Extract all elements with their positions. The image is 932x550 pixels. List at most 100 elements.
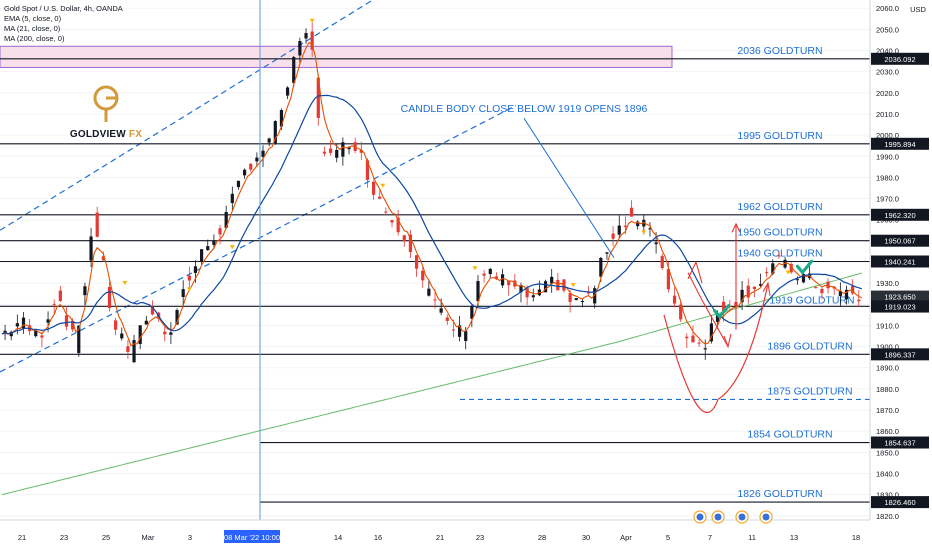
y-tick-label: 1840.0 bbox=[876, 469, 899, 478]
candle-body bbox=[347, 147, 351, 150]
level-label: 1896 GOLDTURN bbox=[767, 340, 852, 352]
candle-body bbox=[857, 299, 861, 302]
candle-body bbox=[206, 246, 210, 251]
y-tick-label: 2000.0 bbox=[876, 131, 899, 140]
candle-body bbox=[144, 320, 148, 325]
candle-body bbox=[384, 211, 388, 213]
candle-body bbox=[543, 281, 548, 293]
candles bbox=[3, 22, 861, 364]
candle-body bbox=[488, 268, 492, 275]
axis-background bbox=[870, 0, 932, 550]
signal-triangle-icon bbox=[472, 266, 478, 271]
candle-body bbox=[476, 281, 480, 301]
price-tag bbox=[871, 137, 929, 150]
candle-body bbox=[445, 317, 449, 321]
x-tick-label: 18 bbox=[852, 533, 860, 542]
candle-body bbox=[34, 330, 38, 337]
y-tick-label: 2020.0 bbox=[876, 89, 899, 98]
candle-body bbox=[390, 220, 394, 223]
candle-body bbox=[525, 287, 529, 298]
signal-triangle-icon bbox=[309, 18, 315, 23]
signal-triangle-icon bbox=[229, 245, 235, 250]
level-label: 1962 GOLDTURN bbox=[737, 201, 822, 213]
candle-body bbox=[550, 276, 554, 284]
axis-currency: USD bbox=[910, 5, 926, 14]
candle-body bbox=[851, 285, 855, 294]
y-tick-label: 2030.0 bbox=[876, 68, 899, 77]
time-axis: 21 23 25 Mar 3 08 Mar '22 10:00 14 16 21 23 28 30 Ap… bbox=[0, 519, 870, 543]
candle-body bbox=[844, 289, 849, 300]
y-tick-label: 1980.0 bbox=[876, 173, 899, 182]
annotation-pointer bbox=[523, 117, 615, 259]
candle-body bbox=[771, 263, 775, 274]
candle-body bbox=[9, 331, 13, 337]
candle-body bbox=[138, 325, 142, 344]
candle-body bbox=[746, 285, 750, 298]
price-tag bbox=[871, 52, 929, 65]
ema5-path bbox=[1, 41, 863, 347]
candle-body bbox=[605, 252, 609, 254]
candle-body bbox=[163, 331, 167, 335]
price-tag bbox=[871, 300, 929, 313]
candle-body bbox=[457, 325, 462, 337]
candle-body bbox=[421, 270, 425, 281]
y-tick-label: 2060.0 bbox=[876, 4, 899, 13]
y-tick-label: 1880.0 bbox=[876, 385, 899, 394]
candle-body bbox=[691, 335, 695, 343]
candle-body bbox=[371, 181, 376, 195]
candle-body bbox=[64, 315, 69, 327]
x-tick-label: 21 bbox=[18, 533, 26, 542]
goldview-logo: GOLDVIEW FX bbox=[64, 84, 148, 140]
candle-body bbox=[451, 329, 456, 331]
y-tick-label: 2040.0 bbox=[876, 47, 899, 56]
x-tick-label: 14 bbox=[334, 533, 342, 542]
candle-body bbox=[255, 157, 259, 162]
candle-body bbox=[187, 275, 191, 281]
y-tick-label: 2050.0 bbox=[876, 25, 899, 34]
candle-body bbox=[279, 109, 284, 127]
logo-g-icon bbox=[93, 85, 119, 122]
candle-body bbox=[740, 289, 744, 303]
x-tick-label: 23 bbox=[476, 533, 484, 542]
price-tag-label: 1950.067 bbox=[884, 237, 915, 246]
candle-body bbox=[636, 221, 640, 227]
candle-body bbox=[58, 290, 62, 301]
candle-body bbox=[593, 288, 597, 304]
y-tick-label: 2010.0 bbox=[876, 110, 899, 119]
candle-body bbox=[838, 291, 842, 297]
signal-markers bbox=[122, 18, 814, 320]
y-tick-label: 1860.0 bbox=[876, 427, 899, 436]
candle-body bbox=[77, 325, 81, 354]
x-tick-label: 3 bbox=[188, 533, 192, 542]
candle-body bbox=[801, 274, 806, 283]
candle-body bbox=[765, 272, 769, 274]
candle-body bbox=[89, 236, 93, 261]
price-tag-label: 2036.092 bbox=[884, 55, 915, 64]
y-tick-label: 1990.0 bbox=[876, 152, 899, 161]
forecast-down bbox=[687, 272, 729, 347]
candle-body bbox=[660, 256, 664, 268]
candle-body bbox=[715, 313, 720, 322]
candle-body bbox=[341, 142, 345, 157]
y-tick-label: 1820.0 bbox=[876, 512, 899, 521]
event-flag-dot bbox=[762, 513, 770, 521]
candle-body bbox=[685, 336, 689, 339]
candle-body bbox=[316, 77, 320, 118]
candle-body bbox=[285, 87, 290, 96]
x-tick-label: 08 Mar '22 10:00 bbox=[224, 533, 280, 542]
x-tick-label: 30 bbox=[582, 533, 590, 542]
candle-body bbox=[470, 306, 474, 319]
price-tag bbox=[871, 496, 929, 509]
x-tick-label: 21 bbox=[436, 533, 444, 542]
y-tick-label: 1870.0 bbox=[876, 406, 899, 415]
check-mark-icon bbox=[712, 304, 731, 320]
x-tick-label: 16 bbox=[374, 533, 382, 542]
y-tick-label: 1850.0 bbox=[876, 448, 899, 457]
candle-body bbox=[611, 233, 615, 239]
candle-body bbox=[795, 279, 799, 281]
price-tag-label: 1919.023 bbox=[884, 302, 915, 311]
check-mark-icon bbox=[795, 259, 814, 275]
candle-body bbox=[181, 289, 185, 298]
candle-body bbox=[672, 295, 677, 304]
